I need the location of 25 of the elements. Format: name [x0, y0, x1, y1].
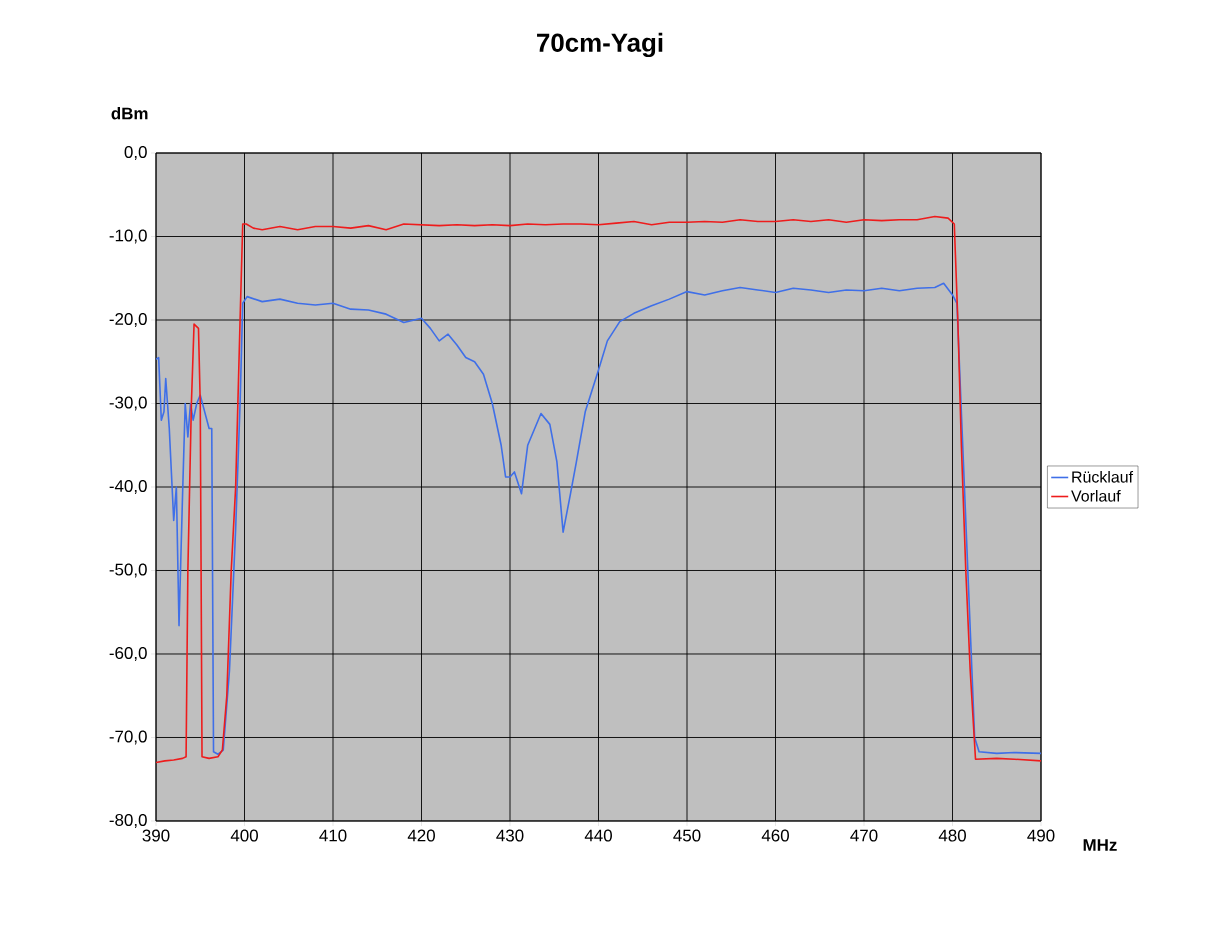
x-tick-label: 450 — [673, 829, 701, 842]
y-tick-label: -70,0 — [109, 730, 147, 745]
x-tick-label: 490 — [1027, 829, 1055, 842]
y-tick-label: -50,0 — [109, 563, 147, 578]
x-tick-label: 420 — [407, 829, 435, 842]
x-tick-label: 440 — [584, 829, 612, 842]
x-tick-label: 480 — [938, 829, 966, 842]
x-tick-label: 430 — [496, 829, 524, 842]
y-tick-label: -40,0 — [109, 480, 147, 494]
x-tick-label: 460 — [761, 829, 789, 842]
y-tick-label: -10,0 — [109, 229, 147, 244]
x-tick-label: 470 — [850, 829, 878, 842]
chart-title: 70cm-Yagi — [537, 32, 663, 58]
y-tick-label: -30,0 — [109, 396, 147, 411]
y-axis-title: dBm — [111, 107, 148, 120]
y-tick-label: 0,0 — [124, 146, 147, 160]
y-tick-label: -20,0 — [109, 313, 147, 327]
legend-label: Vorlauf — [1071, 489, 1121, 502]
x-tick-label: 400 — [230, 829, 258, 842]
x-tick-label: 410 — [319, 829, 347, 842]
x-axis-title: MHz — [1083, 839, 1117, 851]
y-tick-label: -60,0 — [109, 647, 147, 661]
y-tick-label: -80,0 — [109, 814, 147, 828]
legend-label: Rücklauf — [1072, 470, 1134, 483]
x-tick-label: 390 — [142, 829, 170, 842]
